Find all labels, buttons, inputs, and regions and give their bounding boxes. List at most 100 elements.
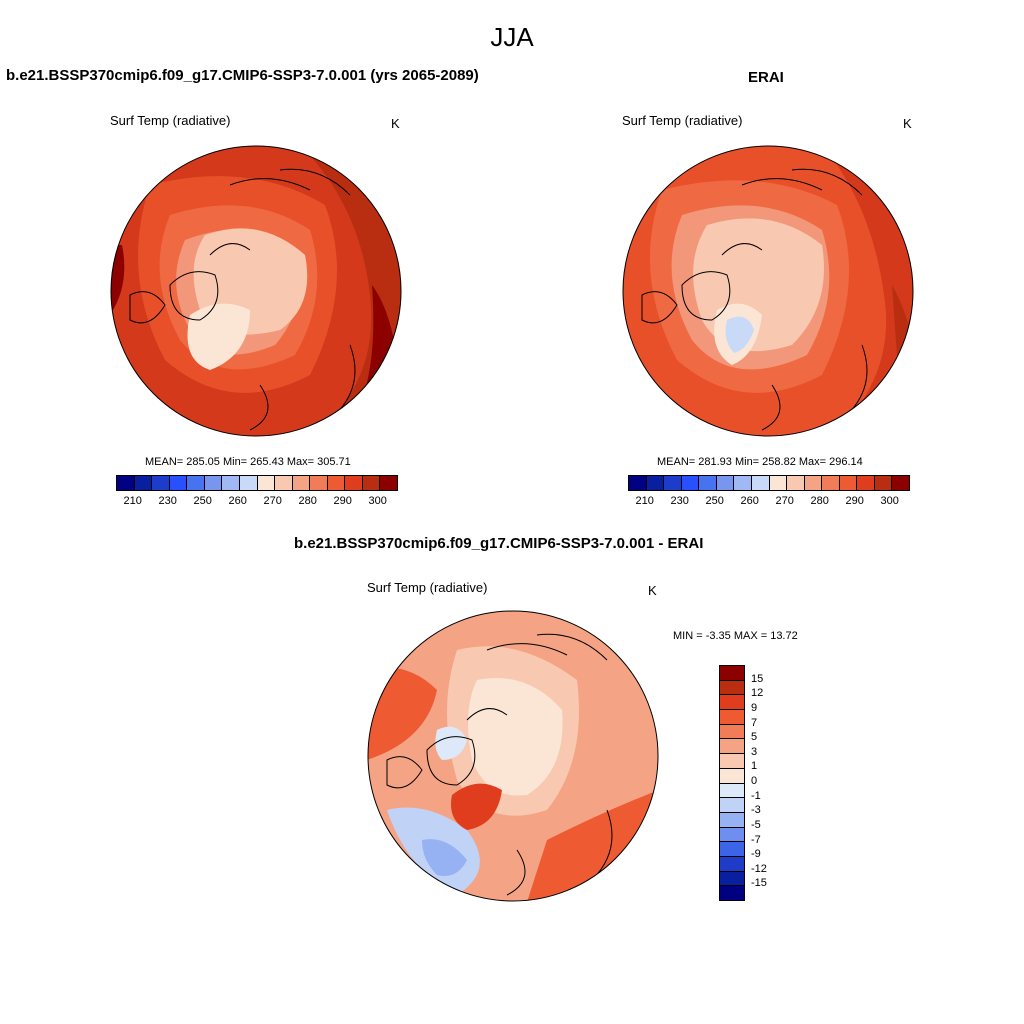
colorbar-swatch <box>699 476 717 490</box>
colorbar-swatch <box>292 476 311 490</box>
colorbar-tick-label: 300 <box>368 495 387 507</box>
panel-2-fill-260 <box>725 316 754 353</box>
colorbar-tick-label: 15 <box>751 672 764 685</box>
panel-1-variable-label: Surf Temp (radiative) <box>110 113 231 128</box>
colorbar-swatch <box>720 886 744 900</box>
colorbar-tick-label: 9 <box>751 701 758 714</box>
colorbar-tick-label: 250 <box>705 495 724 507</box>
colorbar-swatch <box>804 476 823 490</box>
colorbar-swatch <box>681 476 700 490</box>
colorbar-swatch <box>857 476 875 490</box>
panel-3-fill-7-west <box>368 667 437 760</box>
panel-1-colorbar <box>116 475 398 491</box>
panel-1-map <box>110 145 402 437</box>
panel-3-fill-neg-greenland <box>435 726 467 760</box>
colorbar-swatch <box>734 476 752 490</box>
panel-1-map-border <box>110 145 402 437</box>
colorbar-swatch <box>720 680 744 696</box>
panel-3-map-border <box>367 610 659 902</box>
panel-1-fill-265-greenland <box>187 303 250 370</box>
colorbar-tick-label: 260 <box>228 495 247 507</box>
colorbar-swatch <box>720 754 744 769</box>
colorbar-swatch <box>629 476 647 490</box>
colorbar-tick-label: 1 <box>751 760 758 773</box>
colorbar-swatch <box>720 798 744 813</box>
panel-1-title: b.e21.BSSP370cmip6.f09_g17.CMIP6-SSP3-7.… <box>6 67 479 84</box>
colorbar-swatch <box>664 476 682 490</box>
panel-1-coastlines <box>129 168 356 431</box>
colorbar-swatch <box>720 842 744 857</box>
panel-3-colorbar <box>719 665 745 901</box>
colorbar-tick-label: -1 <box>751 789 761 802</box>
panel-3-coastlines <box>386 633 613 896</box>
colorbar-swatch <box>716 476 735 490</box>
colorbar-swatch <box>720 724 744 740</box>
colorbar-swatch <box>275 476 293 490</box>
colorbar-swatch <box>751 476 770 490</box>
panel-2-coastlines <box>641 168 868 431</box>
panel-3-fill-9 <box>451 783 502 830</box>
colorbar-swatch <box>720 856 744 872</box>
colorbar-swatch <box>204 476 223 490</box>
colorbar-tick-label: -3 <box>751 804 761 817</box>
colorbar-swatch <box>362 476 381 490</box>
colorbar-tick-label: 270 <box>775 495 794 507</box>
colorbar-tick-label: -9 <box>751 848 761 861</box>
colorbar-tick-label: 280 <box>810 495 829 507</box>
colorbar-swatch <box>257 476 276 490</box>
colorbar-tick-label: 0 <box>751 775 758 787</box>
colorbar-tick-label: 230 <box>158 495 177 507</box>
colorbar-tick-label: 280 <box>298 495 317 507</box>
colorbar-swatch <box>222 476 240 490</box>
colorbar-tick-label: -12 <box>751 862 767 875</box>
colorbar-swatch <box>822 476 840 490</box>
colorbar-swatch <box>646 476 665 490</box>
panel-3-stats: MIN = -3.35 MAX = 13.72 <box>673 630 798 642</box>
panel-2-map-border <box>622 145 914 437</box>
colorbar-tick-label: 12 <box>751 687 764 700</box>
colorbar-swatch <box>152 476 170 490</box>
colorbar-tick-label: -7 <box>751 833 761 846</box>
panel-2-variable-label: Surf Temp (radiative) <box>622 113 743 128</box>
panel-2-colorbar <box>628 475 910 491</box>
colorbar-tick-label: -15 <box>751 877 767 890</box>
colorbar-tick-label: -5 <box>751 818 761 831</box>
colorbar-swatch <box>720 768 744 784</box>
colorbar-swatch <box>787 476 805 490</box>
colorbar-swatch <box>169 476 188 490</box>
panel-2-map <box>622 145 914 437</box>
colorbar-swatch <box>327 476 346 490</box>
colorbar-swatch <box>345 476 363 490</box>
colorbar-tick-label: 270 <box>263 495 282 507</box>
colorbar-swatch <box>720 739 744 755</box>
colorbar-swatch <box>769 476 788 490</box>
panel-1-units-label: K <box>391 116 400 131</box>
figure-title: JJA <box>490 22 534 52</box>
panel-2-units-label: K <box>903 116 912 131</box>
colorbar-swatch <box>239 476 258 490</box>
colorbar-tick-label: 210 <box>635 495 654 507</box>
colorbar-tick-label: 5 <box>751 731 758 744</box>
colorbar-swatch <box>720 783 744 799</box>
panel-3-variable-label: Surf Temp (radiative) <box>367 580 488 595</box>
colorbar-tick-label: 260 <box>740 495 759 507</box>
colorbar-tick-label: 300 <box>880 495 899 507</box>
colorbar-swatch <box>839 476 858 490</box>
colorbar-swatch <box>187 476 205 490</box>
panel-3-fill-neg3 <box>422 839 467 876</box>
colorbar-tick-label: 210 <box>123 495 142 507</box>
panel-3-map <box>367 610 659 902</box>
panel-2-stats: MEAN= 281.93 Min= 258.82 Max= 296.14 <box>657 456 863 468</box>
colorbar-swatch <box>310 476 328 490</box>
colorbar-tick-label: 7 <box>751 716 758 729</box>
panel-3-title: b.e21.BSSP370cmip6.f09_g17.CMIP6-SSP3-7.… <box>294 535 704 552</box>
colorbar-swatch <box>134 476 153 490</box>
colorbar-tick-label: 290 <box>845 495 864 507</box>
colorbar-swatch <box>720 695 744 711</box>
colorbar-tick-label: 250 <box>193 495 212 507</box>
panel-2-fill-290-east <box>822 146 913 436</box>
colorbar-tick-label: 3 <box>751 745 758 758</box>
colorbar-swatch <box>874 476 893 490</box>
colorbar-tick-label: 230 <box>670 495 689 507</box>
panel-1-stats: MEAN= 285.05 Min= 265.43 Max= 305.71 <box>145 456 351 468</box>
